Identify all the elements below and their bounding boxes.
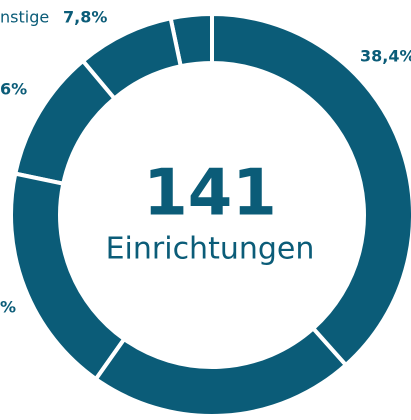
center-value: 141 [143, 157, 277, 231]
donut-segment [9, 171, 127, 382]
value-label: % [0, 298, 16, 317]
category-label: nstige [0, 8, 49, 27]
value-label: 7,8% [63, 8, 107, 27]
donut-segment [93, 325, 349, 418]
center-label: Einrichtungen [106, 232, 315, 267]
value-label: 38,4% [360, 47, 411, 66]
value-label: 6% [0, 80, 27, 99]
donut-segment [80, 15, 184, 102]
donut-segment [210, 11, 411, 368]
donut-segment [12, 58, 118, 187]
